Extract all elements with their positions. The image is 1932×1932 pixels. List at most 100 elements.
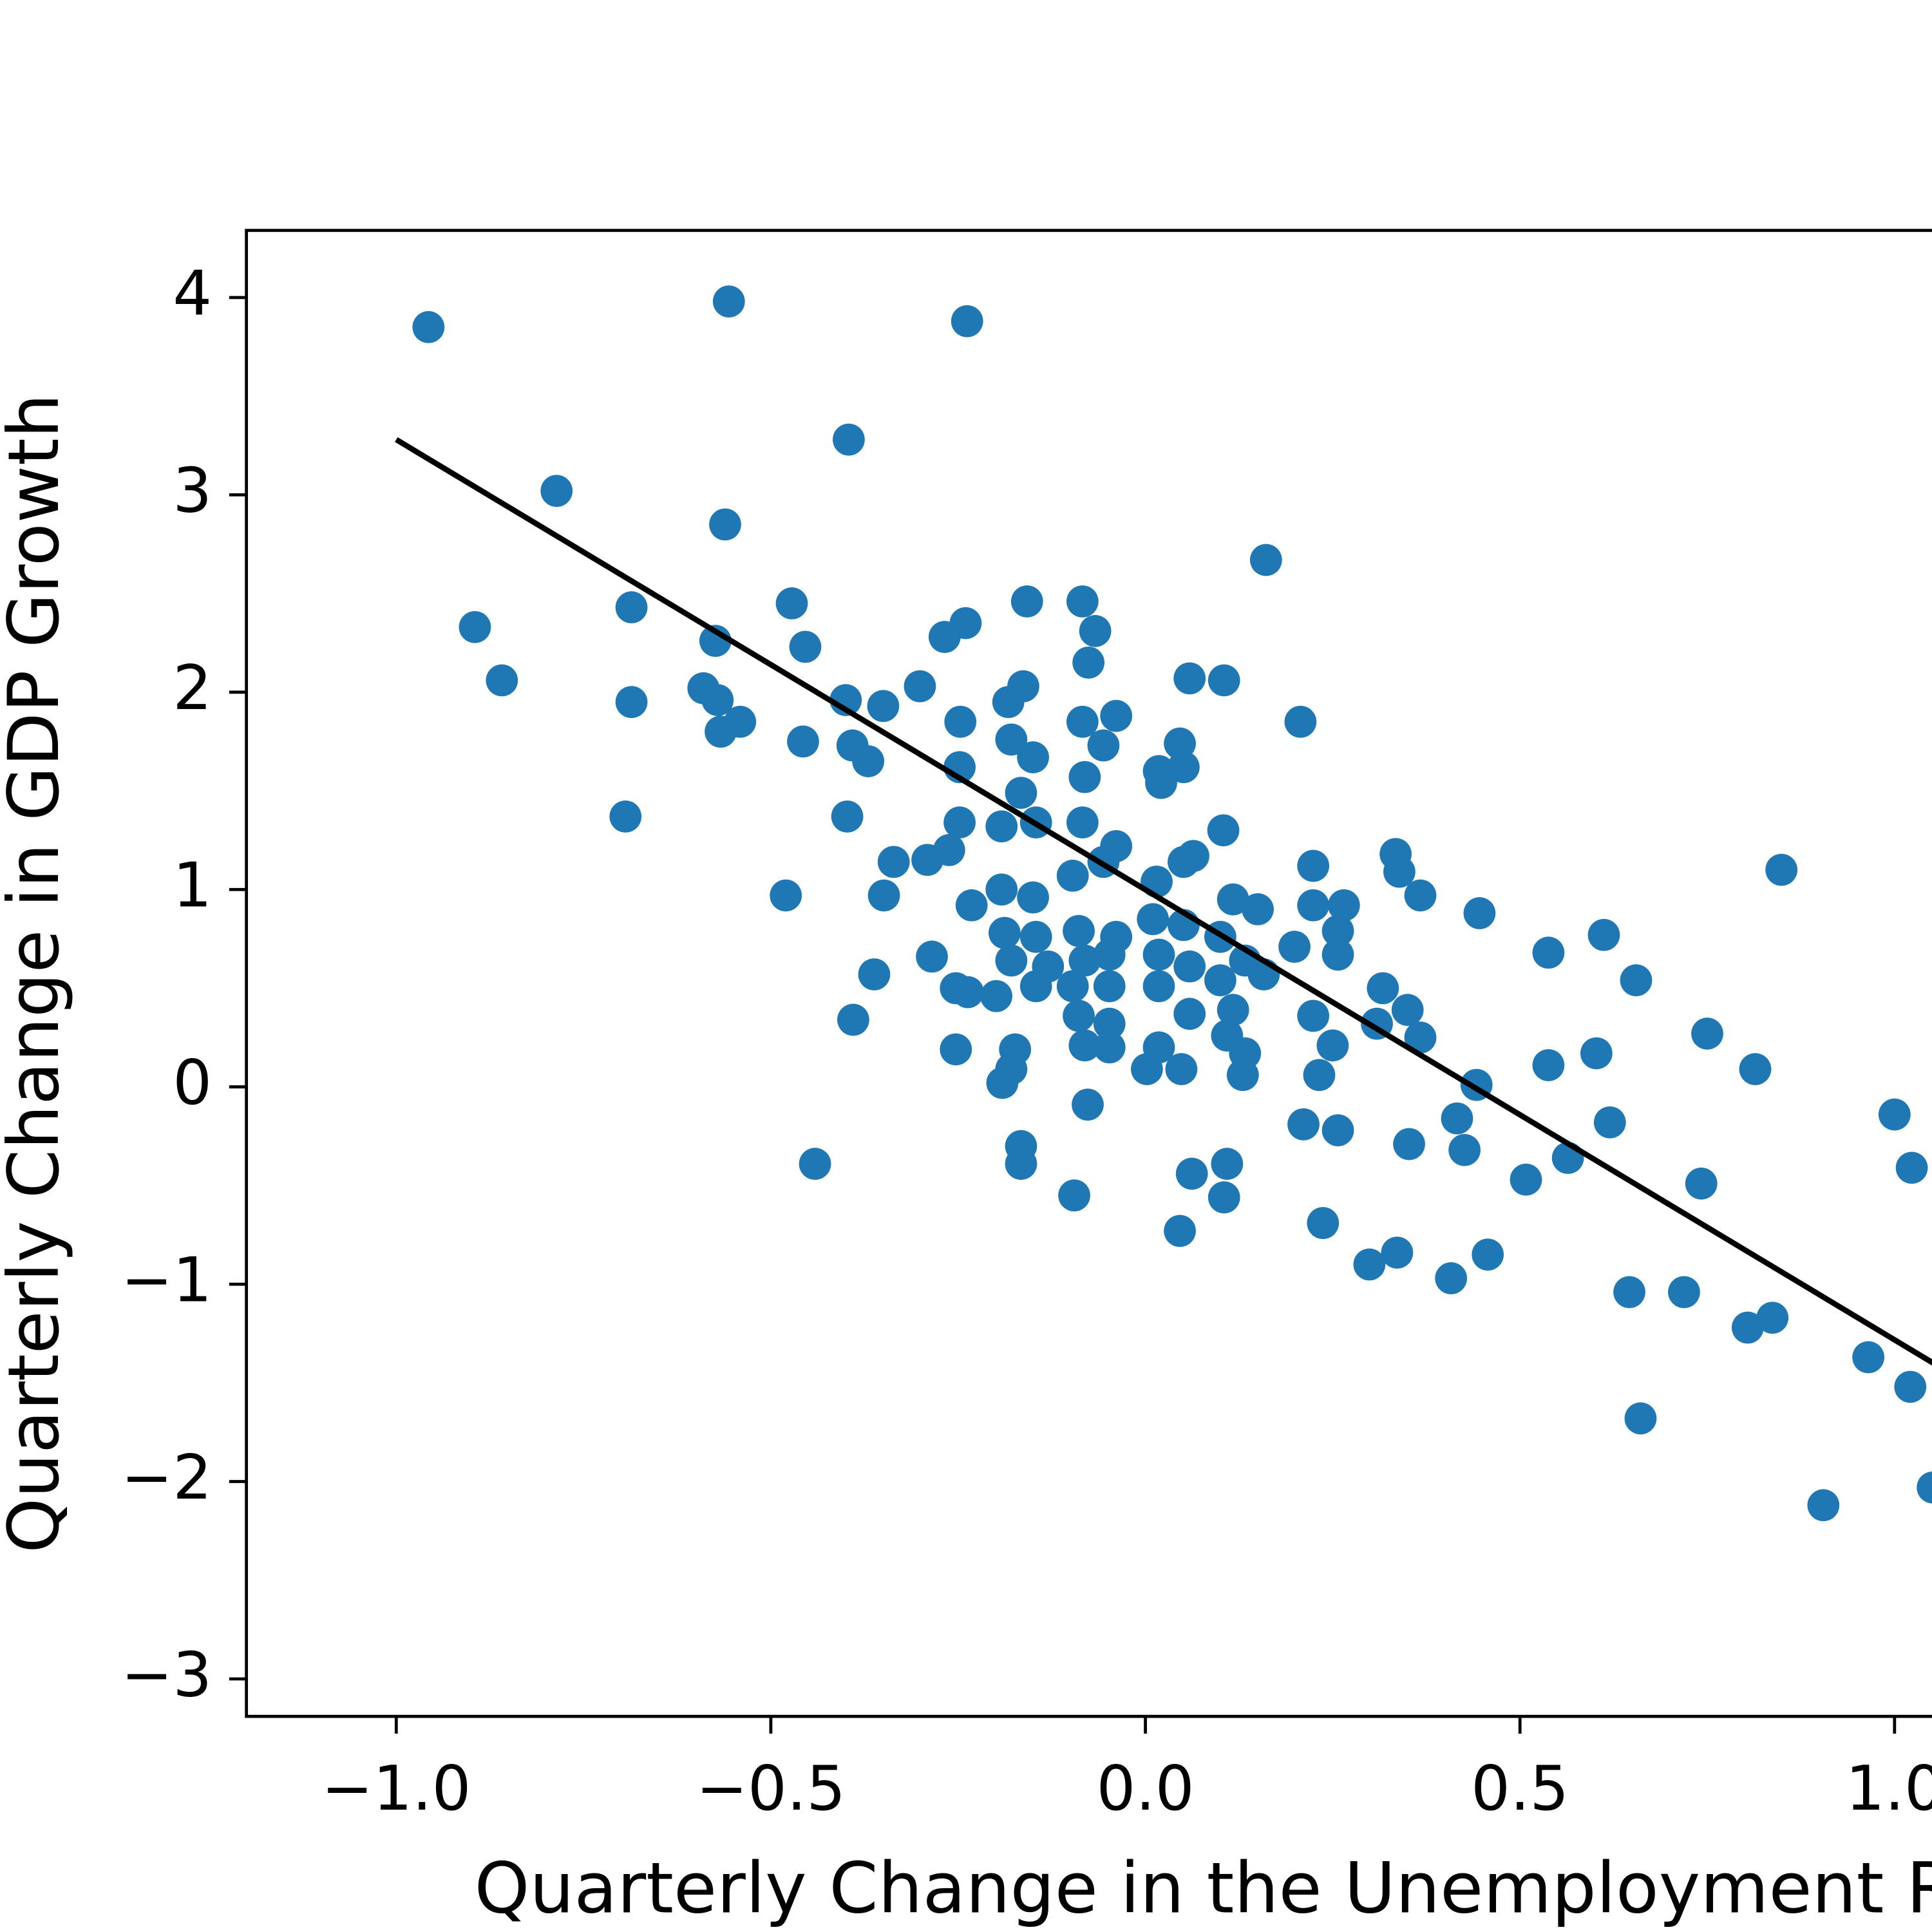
point xyxy=(1175,1157,1208,1190)
point xyxy=(833,423,865,456)
point xyxy=(1005,777,1037,809)
point xyxy=(1878,1098,1911,1131)
point xyxy=(701,684,734,716)
point xyxy=(540,475,573,507)
point xyxy=(1383,855,1416,888)
point xyxy=(1165,1053,1198,1085)
point xyxy=(1066,705,1099,738)
point xyxy=(867,690,900,723)
point xyxy=(1691,1018,1723,1050)
point xyxy=(852,745,885,777)
point xyxy=(1894,1370,1927,1403)
point xyxy=(1058,1179,1090,1212)
point xyxy=(1242,893,1274,925)
point xyxy=(1142,970,1175,1003)
point xyxy=(1472,1238,1504,1271)
point xyxy=(952,976,984,1009)
point xyxy=(1093,1007,1126,1040)
point xyxy=(916,940,948,973)
point xyxy=(770,879,802,912)
point xyxy=(1321,1114,1354,1146)
point xyxy=(1068,944,1101,977)
point xyxy=(1093,1031,1126,1064)
y-tick-label: 3 xyxy=(173,455,212,527)
point xyxy=(459,611,491,643)
point xyxy=(933,834,965,866)
point xyxy=(1739,1053,1772,1085)
point xyxy=(1353,1248,1386,1281)
point xyxy=(1019,970,1052,1003)
point xyxy=(1297,999,1330,1032)
point xyxy=(1327,889,1360,922)
point xyxy=(1056,970,1089,1003)
point xyxy=(1211,1148,1244,1180)
point xyxy=(1164,727,1196,760)
point xyxy=(1303,1059,1336,1092)
point xyxy=(986,1066,1019,1099)
point xyxy=(1017,881,1049,914)
y-tick-label: 0 xyxy=(173,1046,212,1119)
point xyxy=(1142,938,1175,971)
point xyxy=(940,1033,972,1066)
point xyxy=(1131,1053,1163,1085)
point xyxy=(1587,918,1620,951)
point xyxy=(787,725,819,758)
point xyxy=(1164,1215,1196,1247)
point xyxy=(1381,1236,1414,1269)
point xyxy=(1204,964,1236,997)
point xyxy=(799,1148,831,1180)
point xyxy=(1532,936,1565,969)
point xyxy=(1668,1276,1700,1309)
point xyxy=(858,958,891,990)
point xyxy=(1756,1302,1789,1334)
point xyxy=(1007,670,1039,703)
point xyxy=(1093,938,1126,971)
point xyxy=(1063,999,1095,1032)
point xyxy=(1393,1128,1425,1160)
x-axis-label: Quarterly Change in the Unemployment Rat… xyxy=(475,1847,1932,1929)
point xyxy=(877,846,910,878)
point xyxy=(1297,849,1330,882)
point xyxy=(1145,766,1177,799)
point xyxy=(1173,998,1206,1030)
point xyxy=(995,944,1028,977)
point xyxy=(705,715,737,748)
plot-area xyxy=(395,285,1932,1522)
point xyxy=(985,810,1018,843)
point xyxy=(1685,1167,1718,1200)
point xyxy=(1580,1037,1613,1070)
point xyxy=(1510,1163,1542,1196)
point xyxy=(1066,585,1099,618)
point xyxy=(989,916,1021,949)
point xyxy=(1217,994,1249,1027)
point xyxy=(1367,972,1399,1005)
point xyxy=(1087,729,1120,762)
point xyxy=(1321,914,1354,947)
point xyxy=(867,879,900,912)
point xyxy=(1177,840,1209,873)
point xyxy=(712,285,745,317)
y-tick-label: 2 xyxy=(173,652,212,724)
point xyxy=(1404,1021,1437,1054)
point xyxy=(1391,994,1424,1027)
point xyxy=(1624,1402,1657,1435)
point xyxy=(1019,920,1052,953)
point xyxy=(1895,1151,1928,1184)
point xyxy=(1613,1276,1645,1309)
point xyxy=(1017,741,1049,773)
point xyxy=(699,625,732,658)
point xyxy=(1168,751,1200,784)
axes: −1.0 −0.5 0.0 0.5 1.0 −3 −2 −1 0 1 2 3 4 xyxy=(121,229,1932,1824)
point xyxy=(615,591,648,623)
point xyxy=(955,889,988,922)
point xyxy=(1063,914,1095,947)
point xyxy=(1765,853,1798,886)
point xyxy=(1463,897,1496,929)
y-tick-label: −1 xyxy=(121,1244,212,1316)
point xyxy=(1005,1148,1037,1180)
x-tick-label: −1.0 xyxy=(321,1752,471,1824)
point xyxy=(1010,585,1043,618)
point xyxy=(1441,1102,1473,1135)
y-tick-label: −3 xyxy=(121,1638,212,1710)
point xyxy=(1917,1471,1932,1504)
